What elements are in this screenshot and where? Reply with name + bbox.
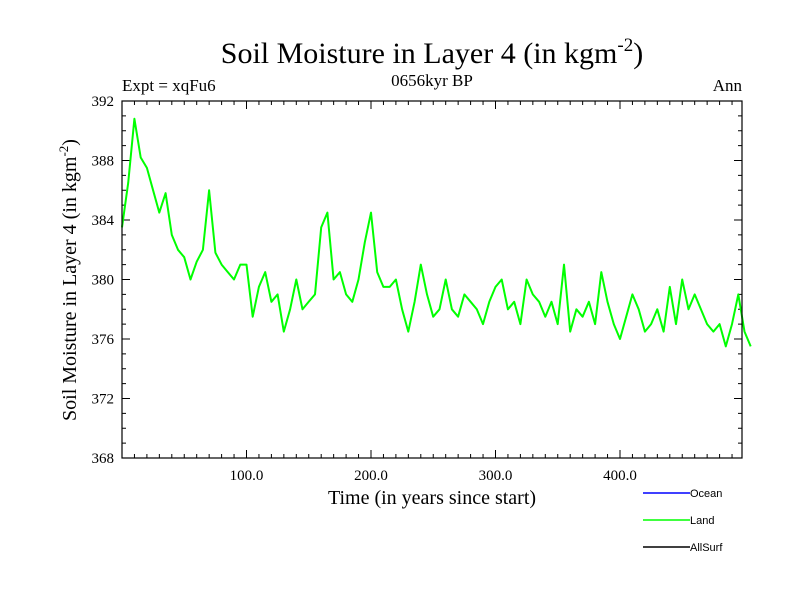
x-tick-label: 400.0 xyxy=(603,468,637,484)
legend-label-allsurf: AllSurf xyxy=(690,542,723,554)
legend-label-land: Land xyxy=(690,515,714,527)
chart-title: Soil Moisture in Layer 4 (in kgm-2) xyxy=(221,35,643,70)
plot-frame xyxy=(121,100,743,459)
y-tick-label: 368 xyxy=(92,451,115,467)
y-tick-label: 376 xyxy=(92,332,115,348)
legend-label-ocean: Ocean xyxy=(690,488,722,500)
series-line-land xyxy=(121,117,752,348)
y-tick-label: 380 xyxy=(92,273,115,289)
y-tick-label: 392 xyxy=(92,94,115,110)
subtitle-right: Ann xyxy=(713,76,743,95)
y-tick-label: 384 xyxy=(92,213,115,229)
x-tick-label: 300.0 xyxy=(479,468,513,484)
x-axis-label: Time (in years since start) xyxy=(328,487,536,509)
y-tick-label: 372 xyxy=(92,392,115,408)
y-axis-label: Soil Moisture in Layer 4 (in kgm-2) xyxy=(56,139,81,421)
data-series xyxy=(121,117,752,348)
subtitle-left: Expt = xqFu6 xyxy=(122,76,216,95)
x-tick-label: 200.0 xyxy=(354,468,388,484)
y-tick-label: 388 xyxy=(92,154,115,170)
subtitle-center: 0656kyr BP xyxy=(391,71,473,90)
legend: Ocean Land AllSurf xyxy=(643,488,723,554)
x-tick-label: 100.0 xyxy=(230,468,264,484)
